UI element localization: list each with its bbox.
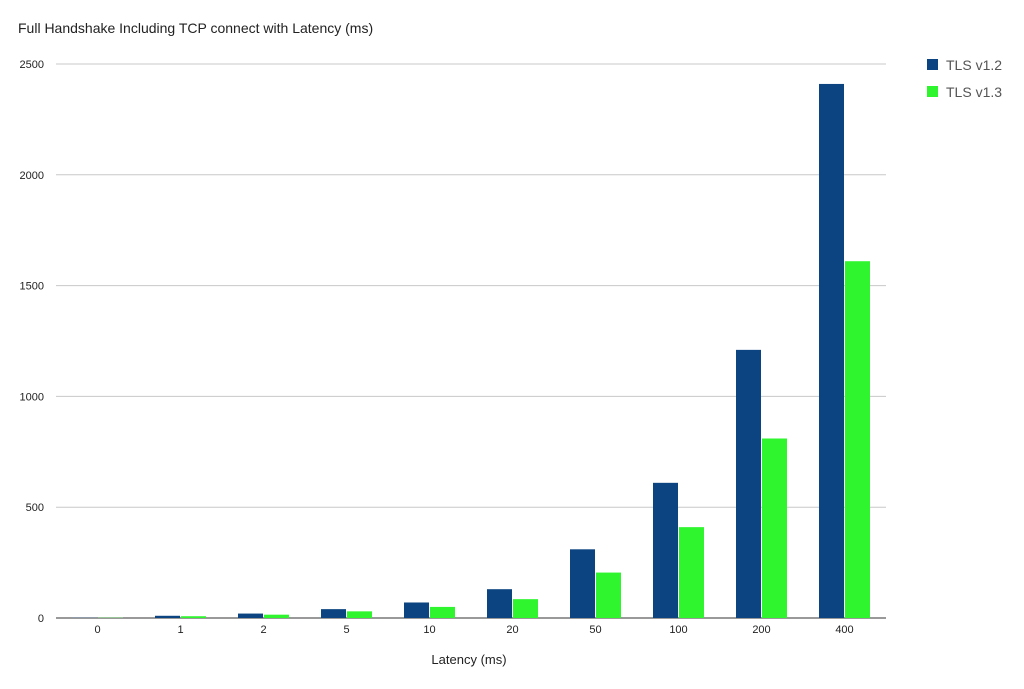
x-tick-label: 50 (589, 624, 601, 636)
bar-tls-v1-3-20 (513, 599, 538, 618)
bar-tls-v1-3-200 (762, 438, 787, 618)
bar-tls-v1-2-2 (238, 613, 263, 618)
bar-tls-v1-2-200 (736, 349, 761, 618)
bar-tls-v1-2-10 (404, 602, 429, 618)
bar-tls-v1-3-5 (347, 611, 372, 618)
y-axis-ticks: 0 500 1000 1500 2000 2500 (20, 59, 44, 625)
y-tick-label: 1500 (20, 281, 44, 293)
bar-tls-v1-3-400 (845, 261, 870, 618)
x-tick-label: 10 (423, 624, 435, 636)
legend: TLS v1.2 TLS v1.3 (927, 57, 1002, 100)
y-tick-label: 1000 (20, 391, 44, 403)
bar-tls-v1-3-100 (679, 527, 704, 618)
x-tick-label: 20 (506, 624, 518, 636)
x-tick-label: 5 (343, 624, 349, 636)
x-tick-label: 0 (94, 624, 100, 636)
x-axis-label: Latency (ms) (431, 652, 506, 667)
legend-swatch (927, 59, 938, 70)
y-tick-label: 0 (38, 613, 44, 625)
bar-tls-v1-2-1 (155, 615, 180, 618)
x-tick-label: 2 (260, 624, 266, 636)
legend-label: TLS v1.2 (946, 57, 1002, 73)
bar-tls-v1-3-50 (596, 572, 621, 618)
y-tick-label: 500 (26, 502, 44, 514)
bar-tls-v1-3-2 (264, 614, 289, 618)
bar-tls-v1-3-1 (181, 616, 206, 618)
bar-tls-v1-2-20 (487, 589, 512, 618)
bar-tls-v1-2-100 (653, 482, 678, 618)
x-tick-label: 400 (835, 624, 853, 636)
x-tick-label: 200 (752, 624, 770, 636)
bar-tls-v1-3-10 (430, 606, 455, 618)
y-tick-label: 2000 (20, 170, 44, 182)
x-tick-label: 1 (177, 624, 183, 636)
bar-tls-v1-2-5 (321, 609, 346, 618)
bar-tls-v1-2-400 (819, 83, 844, 619)
x-tick-label: 100 (669, 624, 687, 636)
legend-label: TLS v1.3 (946, 84, 1002, 100)
gridlines (56, 63, 886, 619)
bar-tls-v1-2-50 (570, 549, 595, 618)
chart-title: Full Handshake Including TCP connect wit… (18, 20, 373, 36)
y-tick-label: 2500 (20, 59, 44, 71)
x-axis-ticks: 0 1 2 5 10 20 50 100 200 400 (94, 624, 853, 636)
bars (72, 83, 870, 619)
legend-swatch (927, 86, 938, 97)
